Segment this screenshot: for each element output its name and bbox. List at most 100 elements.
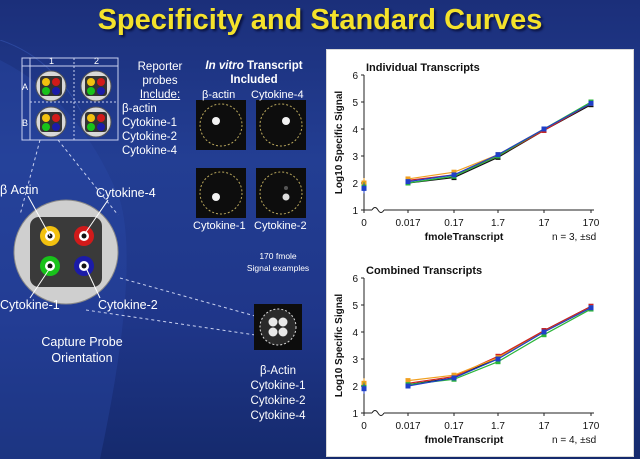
- y-tick-label: 6: [352, 71, 358, 82]
- array-row-a: A: [22, 82, 29, 92]
- data-point: [451, 375, 457, 381]
- series-line: [407, 104, 592, 184]
- axis-break: [371, 410, 385, 416]
- x-tick-label: 1.7: [491, 421, 505, 432]
- data-point: [588, 100, 594, 106]
- label-cytokine-2: Cytokine-2: [98, 298, 158, 312]
- invitro-title-2: Included: [230, 74, 278, 86]
- capture-caption-line-2: Orientation: [51, 351, 113, 365]
- data-point: [451, 372, 457, 378]
- invitro-title: In vitro Transcript Included: [200, 59, 308, 87]
- signal-caption-1: 170 fmole: [259, 251, 297, 261]
- data-point: [451, 169, 457, 175]
- data-point: [588, 305, 594, 311]
- y-tick-label: 6: [352, 274, 358, 285]
- x-axis-label: fmoleTranscript: [425, 434, 504, 446]
- reporter-item: Cytokine-4: [122, 145, 177, 157]
- x-tick-label: 1.7: [491, 218, 505, 229]
- x-tick-label: 0.17: [444, 421, 464, 432]
- y-tick-label: 4: [352, 125, 358, 136]
- y-tick-label: 4: [352, 328, 358, 339]
- y-axis-label: Log10 Specific Signal: [334, 91, 345, 195]
- invitro-image-cyt2: [256, 168, 306, 218]
- invitro-label-actin: β-actin: [202, 89, 236, 101]
- capture-probe-well: [13, 199, 119, 305]
- x-tick-label: 17: [538, 218, 550, 229]
- signal-list-item: Cytokine-4: [250, 410, 306, 422]
- data-point: [405, 378, 411, 384]
- data-point: [361, 386, 367, 392]
- spot-cyt4: [74, 226, 94, 246]
- invitro-title-rest: Transcript: [246, 60, 303, 72]
- x-tick-label: 170: [583, 218, 600, 229]
- series-line: [407, 305, 592, 386]
- invitro-label-cyt4: Cytokine-4: [251, 89, 304, 101]
- signal-caption: 170 fmole Signal examples: [228, 250, 328, 274]
- array-row-b: B: [22, 118, 29, 128]
- data-point: [361, 185, 367, 191]
- y-axis-label: Log10 Specific Signal: [334, 294, 345, 398]
- signal-list-item: Cytokine-1: [250, 380, 306, 392]
- data-point: [495, 152, 501, 158]
- y-tick-label: 5: [352, 301, 358, 312]
- x-tick-label: 0.017: [395, 218, 420, 229]
- chart-note: n = 3, ±sd: [552, 232, 596, 243]
- reporter-heading-2: probes: [142, 75, 178, 87]
- signal-list-item: β-Actin: [259, 365, 296, 377]
- x-axis-label: fmoleTranscript: [425, 231, 504, 243]
- data-point: [451, 172, 457, 178]
- y-tick-label: 5: [352, 98, 358, 109]
- array-col-1: 1: [49, 56, 55, 66]
- chart-title: Combined Transcripts: [366, 265, 482, 277]
- x-tick-label: 17: [538, 421, 550, 432]
- series-line: [407, 305, 592, 384]
- x-tick-label: 0: [361, 218, 367, 229]
- chart-individual: Individual Transcripts 1 2 3 4 5 6 0 0.017 0.17 1.…: [334, 62, 600, 243]
- series-line: [407, 102, 592, 180]
- chart-title: Individual Transcripts: [366, 62, 480, 74]
- x-tick-label: 0: [361, 421, 367, 432]
- page-title: Specificity and Standard Curves: [97, 4, 543, 36]
- series-line: [407, 307, 592, 382]
- reporter-item: Cytokine-2: [122, 131, 177, 143]
- chart-combined: Combined Transcripts 1 2 3 4 5 6 0 0.017 0.17 1.7 1…: [334, 265, 600, 446]
- data-point: [495, 356, 501, 362]
- data-point: [541, 329, 547, 335]
- signal-list: β-Actin Cytokine-1 Cytokine-2 Cytokine-4: [238, 364, 318, 424]
- capture-caption: Capture Probe Orientation: [22, 334, 142, 366]
- spot-cyt1: [40, 256, 60, 276]
- signal-caption-2: Signal examples: [246, 263, 310, 273]
- invitro-image-cyt1: [196, 168, 246, 218]
- label-cytokine-1: Cytokine-1: [0, 298, 60, 312]
- series-line: [407, 102, 592, 183]
- label-beta-actin: β Actin: [0, 183, 39, 197]
- array-well-b2: [80, 106, 112, 138]
- y-tick-label: 3: [352, 355, 358, 366]
- reporter-heading-1: Reporter: [137, 61, 183, 73]
- reporter-include: Include:: [139, 89, 181, 101]
- label-cytokine-4: Cytokine-4: [96, 186, 156, 200]
- data-point: [405, 179, 411, 185]
- array-well-a2: [80, 70, 112, 102]
- x-tick-label: 0.17: [444, 218, 464, 229]
- array-diagram-svg: [21, 57, 119, 141]
- y-tick-label: 1: [352, 206, 358, 217]
- array-well-b1: [35, 106, 67, 138]
- reporter-item: β-actin: [122, 103, 157, 115]
- invitro-image-cyt4: [256, 100, 306, 150]
- series-line: [407, 102, 592, 181]
- data-point: [541, 332, 547, 338]
- series-line: [407, 101, 592, 184]
- axis-break: [371, 207, 385, 213]
- invitro-label-cyt1: Cytokine-1: [193, 220, 246, 232]
- chart-panel: [326, 49, 634, 457]
- reporter-item: Cytokine-1: [122, 117, 177, 129]
- y-tick-label: 2: [352, 179, 358, 190]
- reporter-probes-text: Reporter probes Include: β-actin Cytokin…: [120, 60, 200, 158]
- y-tick-label: 3: [352, 152, 358, 163]
- signal-list-item: Cytokine-2: [250, 395, 306, 407]
- data-point: [541, 126, 547, 132]
- invitro-title-italic: In vitro: [205, 60, 244, 72]
